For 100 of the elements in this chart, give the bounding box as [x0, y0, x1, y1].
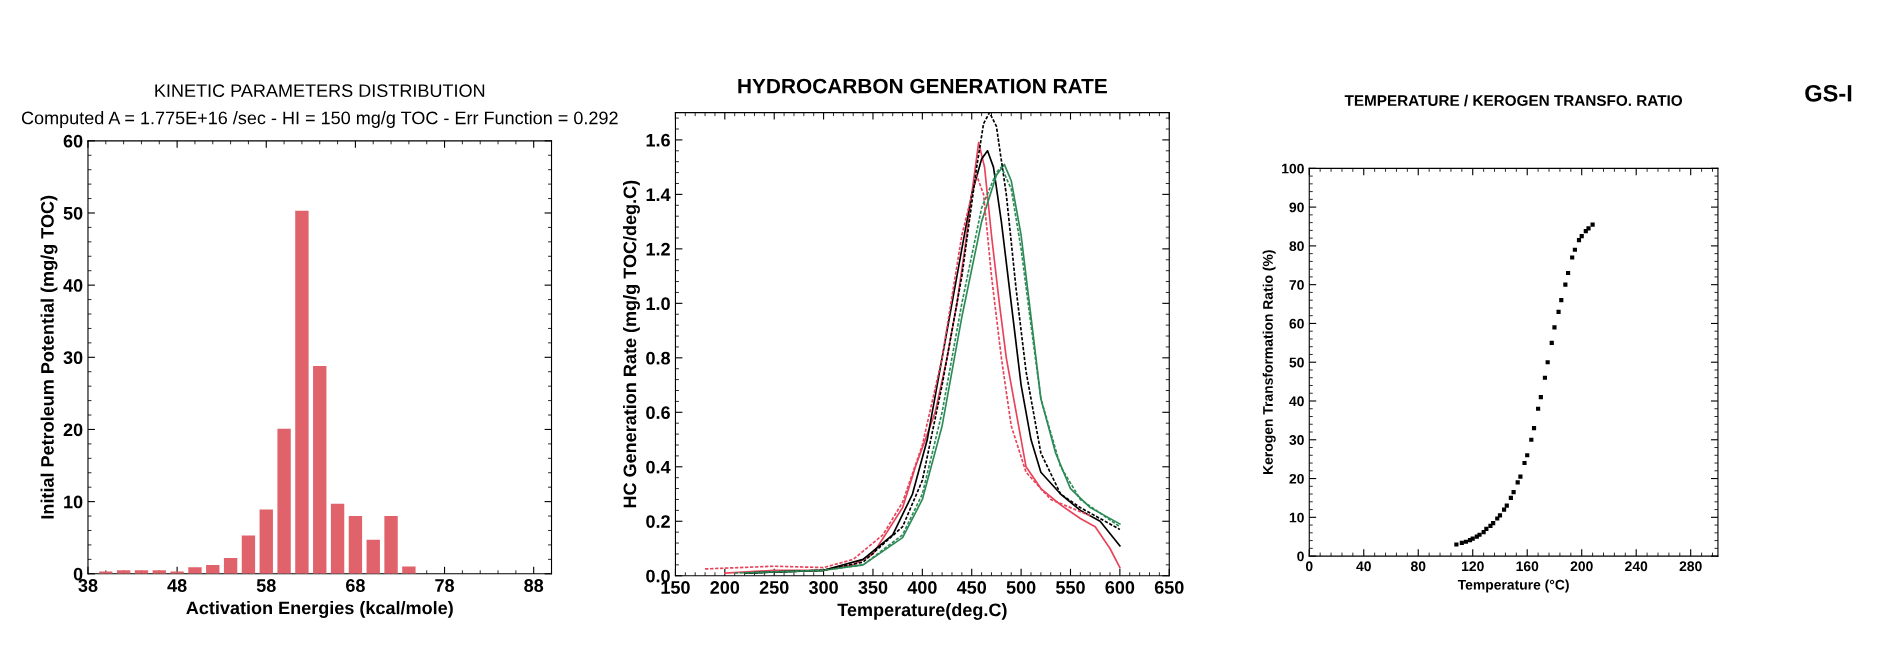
x-tick-label: 350: [858, 581, 888, 594]
x-tick-label: 200: [1570, 561, 1593, 572]
y-tick-label: 100: [1282, 163, 1304, 174]
x-tick-label: 240: [1625, 561, 1648, 572]
point: [1556, 309, 1561, 314]
bar: [223, 557, 238, 574]
x-tick-label: 40: [1356, 561, 1371, 572]
bar: [188, 567, 202, 574]
point: [1459, 540, 1464, 545]
y-tick-label: 90: [1289, 202, 1304, 213]
bar: [330, 503, 345, 574]
point: [1563, 282, 1568, 287]
y-tick-label: 60: [1289, 318, 1304, 329]
chart-title: TEMPERATURE / KEROGEN TRANSFO. RATIO: [1344, 94, 1683, 107]
point: [1497, 513, 1503, 518]
y-tick-label: 10: [1289, 512, 1304, 523]
point: [1511, 490, 1516, 495]
point: [1531, 426, 1537, 431]
point: [1495, 516, 1500, 521]
point: [1491, 521, 1496, 526]
point: [1525, 453, 1530, 458]
y-tick-label: 80: [1289, 241, 1304, 252]
x-tick-label: 500: [1006, 581, 1036, 594]
x-tick-label: 250: [759, 581, 789, 594]
y-tick-label: 1.0: [646, 297, 670, 311]
bar: [295, 210, 309, 574]
x-tick-label: 400: [907, 581, 937, 594]
point: [1542, 375, 1548, 380]
y-tick-label: 30: [63, 351, 83, 365]
bar: [206, 565, 220, 574]
point: [1488, 523, 1493, 528]
text: GS-I: [1805, 84, 1852, 102]
bar: [259, 509, 273, 574]
x-tick-label: 80: [1410, 561, 1426, 572]
bar: [348, 516, 363, 574]
point: [1508, 495, 1513, 501]
y-axis-title: Kerogen Transformation Ratio (%): [1262, 250, 1276, 474]
bar: [384, 516, 398, 574]
x-tick-label: 150: [661, 581, 690, 594]
point: [1454, 542, 1459, 547]
x-tick-label: 48: [167, 579, 187, 592]
x-tick-label: 68: [346, 579, 365, 592]
x-tick-label: 120: [1462, 561, 1484, 572]
x-tick-label: 78: [435, 579, 455, 592]
y-tick-label: 0.4: [646, 460, 671, 474]
y-tick-label: 1.2: [646, 242, 670, 256]
y-tick-label: 0.8: [646, 351, 671, 365]
y-tick-label: 0.0: [646, 569, 670, 583]
y-tick-label: 0: [1297, 551, 1304, 562]
point: [1552, 325, 1557, 330]
point: [1518, 474, 1523, 479]
point: [1566, 270, 1571, 276]
point: [1559, 298, 1564, 303]
point: [1570, 255, 1575, 260]
point: [1504, 503, 1509, 508]
y-axis-title: Initial Petroleum Potential (mg/g TOC): [40, 195, 58, 519]
y-tick-label: 10: [64, 495, 83, 509]
y-tick-label: 70: [1289, 280, 1304, 290]
bar: [241, 535, 256, 574]
y-tick-label: 30: [1289, 435, 1304, 445]
chart-title: HYDROCARBON GENERATION RATE: [738, 78, 1107, 94]
point: [1572, 247, 1577, 252]
point: [1576, 237, 1582, 243]
y-tick-label: 0.2: [646, 515, 670, 528]
x-tick-label: 0: [1305, 561, 1313, 572]
y-axis-title: HC Generation Rate (mg/g TOC/deg.C): [623, 180, 640, 508]
y-tick-label: 1.6: [646, 133, 670, 147]
x-axis-title: Temperature(deg.C): [837, 602, 1007, 620]
bar: [277, 428, 291, 574]
point: [1536, 406, 1541, 411]
x-tick-label: 160: [1516, 561, 1539, 572]
chart-title: KINETIC PARAMETERS DISTRIBUTION: [155, 84, 485, 98]
y-tick-label: 50: [63, 206, 83, 220]
y-tick-label: 0.6: [646, 406, 670, 420]
x-tick-label: 600: [1105, 581, 1135, 594]
point: [1501, 507, 1507, 512]
y-tick-label: 20: [63, 423, 83, 437]
point: [1549, 340, 1554, 345]
x-axis-title: Activation Energies (kcal/mole): [186, 601, 453, 618]
point: [1579, 234, 1584, 239]
point: [1515, 480, 1520, 485]
x-tick-label: 550: [1055, 581, 1085, 594]
y-tick-label: 1.4: [646, 188, 671, 201]
chart-subtitle: Computed A = 1.775E+16 /sec - HI = 150 mg/g TOC - Err Function = 0.292: [21, 111, 618, 128]
bar: [366, 539, 380, 574]
point: [1522, 460, 1527, 466]
point: [1538, 395, 1543, 400]
y-tick-label: 20: [1289, 473, 1304, 484]
x-tick-label: 300: [808, 581, 838, 594]
point: [1529, 437, 1534, 442]
x-tick-label: 450: [956, 581, 987, 594]
x-tick-label: 58: [256, 579, 276, 592]
point: [1463, 539, 1468, 544]
point: [1545, 360, 1550, 365]
point: [1590, 222, 1595, 227]
y-tick-label: 40: [63, 279, 83, 292]
x-axis-title: Temperature (°C): [1457, 579, 1569, 593]
x-tick-label: 38: [78, 579, 98, 592]
bar: [313, 365, 327, 574]
x-tick-label: 200: [710, 581, 740, 594]
